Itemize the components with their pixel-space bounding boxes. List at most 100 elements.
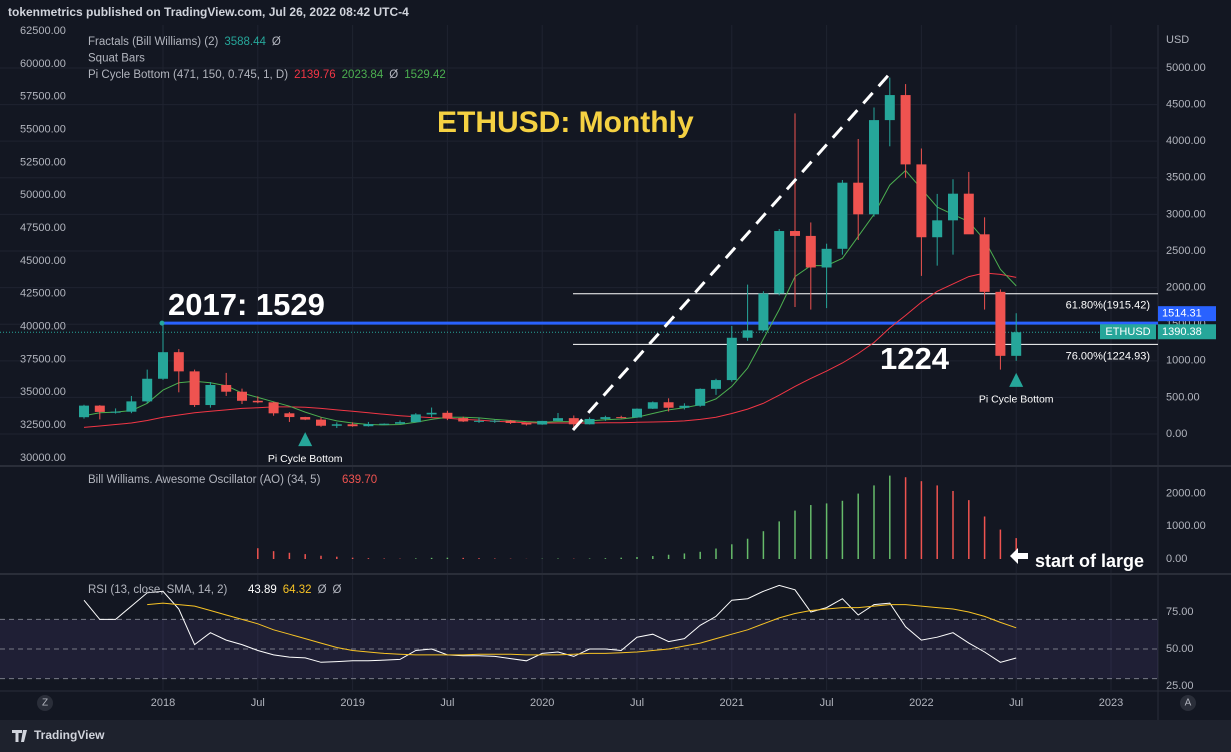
y-tick-label: 42500.00	[20, 288, 66, 300]
auto-button[interactable]	[1180, 695, 1196, 711]
y-tick-label: 0.00	[1166, 428, 1187, 440]
arrow	[1010, 548, 1028, 564]
legend-part: 2139.76	[294, 69, 336, 81]
symbol-tag	[1100, 324, 1156, 340]
x-tick-label: 2023	[1099, 697, 1123, 709]
price-tag-label: 1514.31	[1162, 308, 1202, 320]
y-tick-label: 57500.00	[20, 91, 66, 103]
y-tick-label: 500.00	[1166, 391, 1200, 403]
footer-brand: TradingView	[34, 728, 105, 742]
x-tick-label: 2020	[530, 697, 554, 709]
auto-button-label[interactable]: A	[1185, 698, 1192, 709]
y-tick-label: 4500.00	[1166, 98, 1206, 110]
candle-body	[600, 417, 611, 419]
candle-body	[189, 371, 200, 406]
candle-body	[884, 95, 895, 121]
candle-body	[284, 413, 295, 418]
annotation: 2017: 1529	[168, 287, 325, 322]
x-tick-label: 2018	[151, 697, 175, 709]
candle-body	[205, 384, 216, 406]
candle-body	[758, 293, 769, 331]
candle-body	[979, 234, 990, 292]
signal-label: Pi Cycle Bottom	[268, 453, 343, 465]
legend-part: 2023.84	[342, 69, 384, 81]
candle-body	[869, 120, 879, 215]
candle-body	[110, 411, 121, 413]
y-tick-label: 5000.00	[1166, 62, 1206, 74]
candle-body	[963, 193, 974, 235]
y-tick-label: 52500.00	[20, 156, 66, 168]
candle-body	[584, 418, 595, 425]
series-line	[147, 602, 1017, 656]
candle-body	[237, 391, 247, 401]
legend-part: Ø	[318, 584, 327, 596]
candle-body	[932, 220, 943, 238]
annotation: start of large	[1035, 551, 1144, 571]
y-tick-label: 60000.00	[20, 58, 66, 70]
legend-part: 1529.42	[404, 69, 446, 81]
main-panel: Pi Cycle Bottom Pi Cycle Bottom	[0, 25, 1158, 465]
candle-body	[142, 378, 153, 402]
y-tick-label: 47500.00	[20, 222, 66, 234]
candle-body	[268, 402, 279, 414]
y-tick-label: 50.00	[1166, 643, 1194, 655]
series-line	[83, 272, 1017, 428]
x-tick-label: Jul	[440, 697, 454, 709]
candle-body	[252, 400, 263, 403]
y-tick-label: 3500.00	[1166, 172, 1206, 184]
candle-body	[505, 420, 516, 423]
y-tick-label: 2000.00	[1166, 282, 1206, 294]
candle-body	[426, 412, 437, 415]
logo	[12, 730, 27, 742]
chart-title: ETHUSD: Monthly	[437, 106, 694, 139]
candle-body	[837, 182, 848, 249]
candle-body	[632, 408, 642, 418]
legend: Fractals (Bill Williams) (2) 3588.44 Ø	[88, 36, 281, 48]
y-tick-label: 4000.00	[1166, 135, 1206, 147]
candle-body	[395, 422, 405, 424]
candle-body	[474, 420, 484, 422]
candle-body	[363, 424, 374, 427]
candle-body	[300, 417, 311, 420]
signal-marker	[298, 432, 313, 447]
price-tag	[1158, 306, 1216, 322]
candle-body	[553, 418, 563, 421]
candle-body	[679, 405, 690, 408]
x-tick-label: 2021	[720, 697, 744, 709]
candle-body	[158, 352, 168, 379]
legend-part: 64.32	[283, 584, 312, 596]
signal-label: Pi Cycle Bottom	[979, 394, 1054, 406]
candle-body	[489, 420, 500, 422]
legend: 43.89 64.32 Ø Ø	[248, 584, 342, 596]
y-tick-label: 30000.00	[20, 452, 66, 464]
legend: 639.70	[342, 474, 377, 486]
level-label: 61.80%(1915.42)	[1066, 300, 1150, 312]
scale-button[interactable]	[37, 695, 53, 711]
x-tick-label: Jul	[251, 697, 265, 709]
scale-button-label[interactable]: Z	[42, 698, 48, 709]
y-tick-label: 2500.00	[1166, 245, 1206, 257]
series-line	[83, 584, 1017, 663]
candle-body	[726, 337, 737, 381]
y-tick-label: 75.00	[1166, 606, 1194, 618]
candle-body	[853, 182, 864, 215]
x-tick-label: Jul	[820, 697, 834, 709]
candle-body	[94, 405, 105, 412]
y-tick-label: 1000.00	[1166, 355, 1206, 367]
trend-arrow	[571, 69, 895, 431]
candle-body	[410, 414, 421, 423]
ao-panel	[162, 467, 1112, 573]
candle-body	[900, 95, 911, 165]
legend-part: Ø	[272, 36, 281, 48]
footer-bar	[0, 720, 1231, 752]
y-tick-label: 55000.00	[20, 123, 66, 135]
candle-body	[568, 418, 579, 425]
indicator-title: RSI (13, close, SMA, 14, 2)	[88, 584, 228, 596]
candle-body	[663, 402, 674, 408]
legend-part: Ø	[389, 69, 398, 81]
candle-body	[995, 291, 1006, 356]
y-tick-label: 62500.00	[20, 25, 66, 37]
y-tick-label: 37500.00	[20, 353, 66, 365]
legend-part: Squat Bars	[88, 53, 145, 65]
